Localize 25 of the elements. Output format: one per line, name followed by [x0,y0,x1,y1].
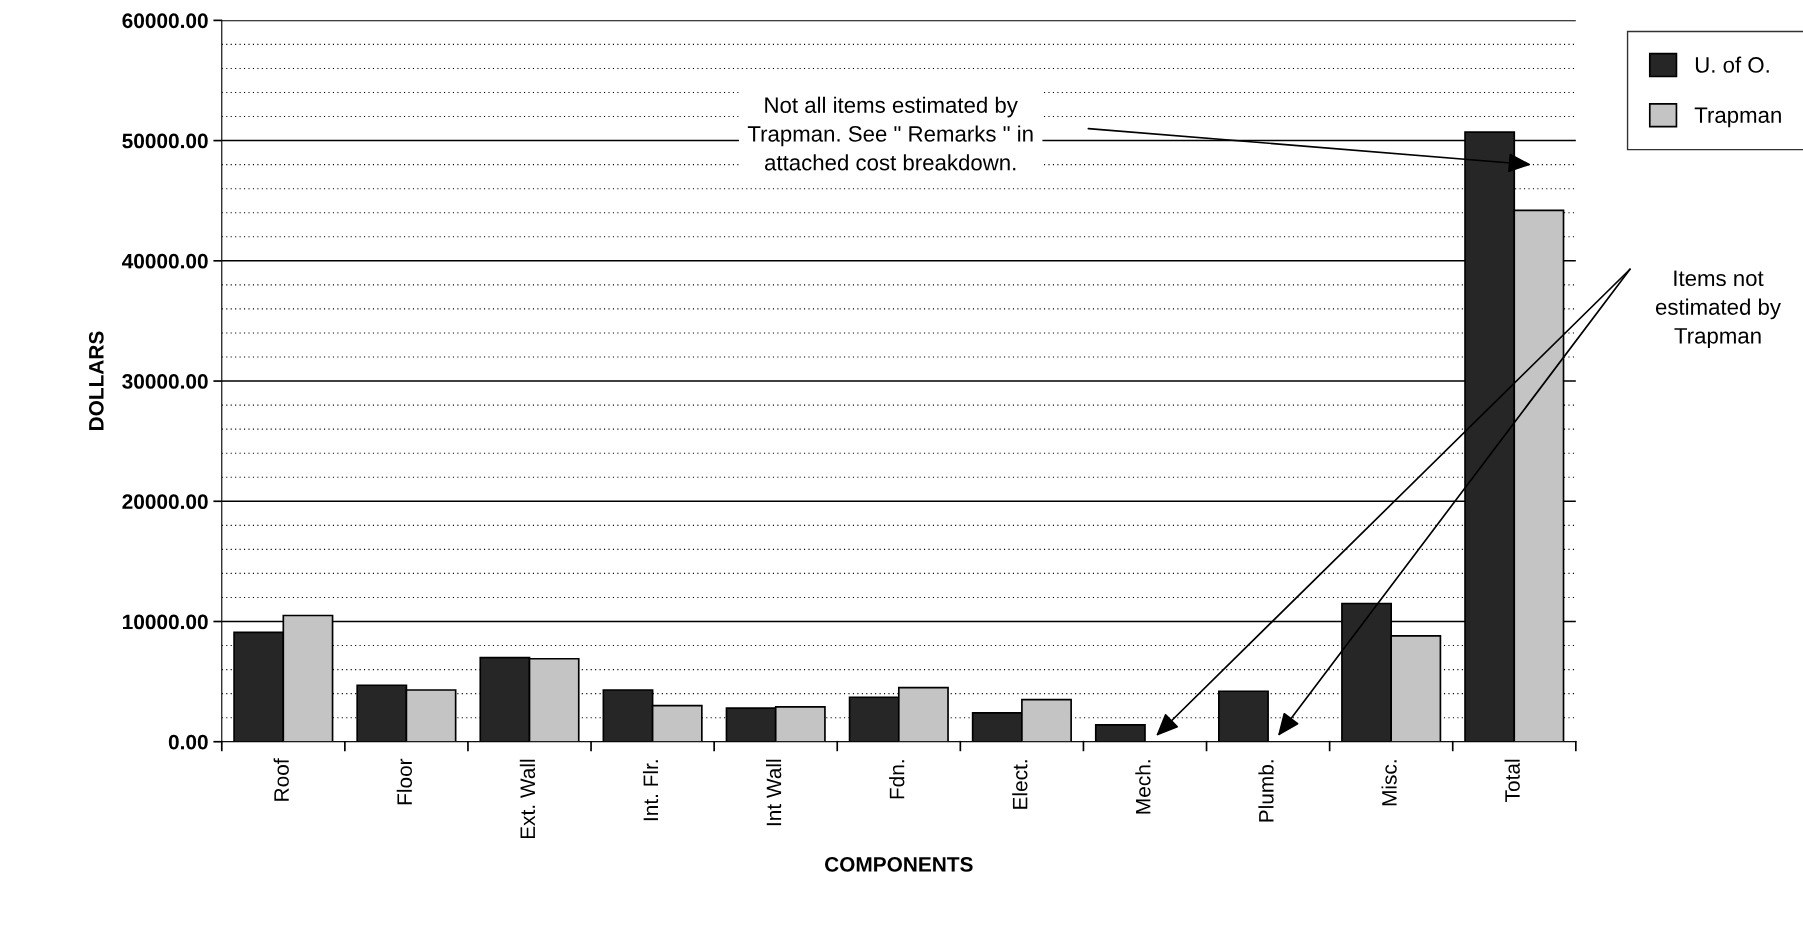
x-tick-label: Int. Flr. [642,760,659,821]
x-tick-label: Elect. [1012,760,1028,809]
y-axis-title: DOLLARS [88,331,104,430]
y-tick-label: 0.00 [168,734,208,750]
x-tick-label: Fdn. [889,760,905,799]
x-tick-label: Floor [396,758,413,805]
y-tick-label: 30000.00 [122,374,208,389]
text: Items not estimated by Trapman [1655,270,1781,349]
y-tick-label: 60000.00 [122,13,208,29]
y-tick-label: 20000.00 [122,494,208,510]
x-tick-label: Plumb. [1258,760,1274,822]
x-tick-label: Roof [273,758,289,801]
x-tick-label: Int Wall [765,759,782,826]
legend-label: U. of O. [1695,56,1769,73]
y-tick-label: 10000.00 [123,614,208,630]
bar [1094,724,1146,742]
x-tick-label: Total [1504,759,1520,802]
y-tick-label: 50000.00 [122,133,208,149]
annotation: Not all items estimated by Trapman. See " Remarks " in attached cost breakdown. [747,96,1033,171]
legend-label: Trapman [1694,107,1781,128]
x-tick-label: Mech. [1135,760,1151,814]
x-axis-title: COMPONENTS [824,857,973,872]
x-tick-label: Ext. Wall [519,759,536,839]
y-tick-label: 40000.00 [122,253,208,269]
x-tick-label: Misc. [1381,760,1397,806]
